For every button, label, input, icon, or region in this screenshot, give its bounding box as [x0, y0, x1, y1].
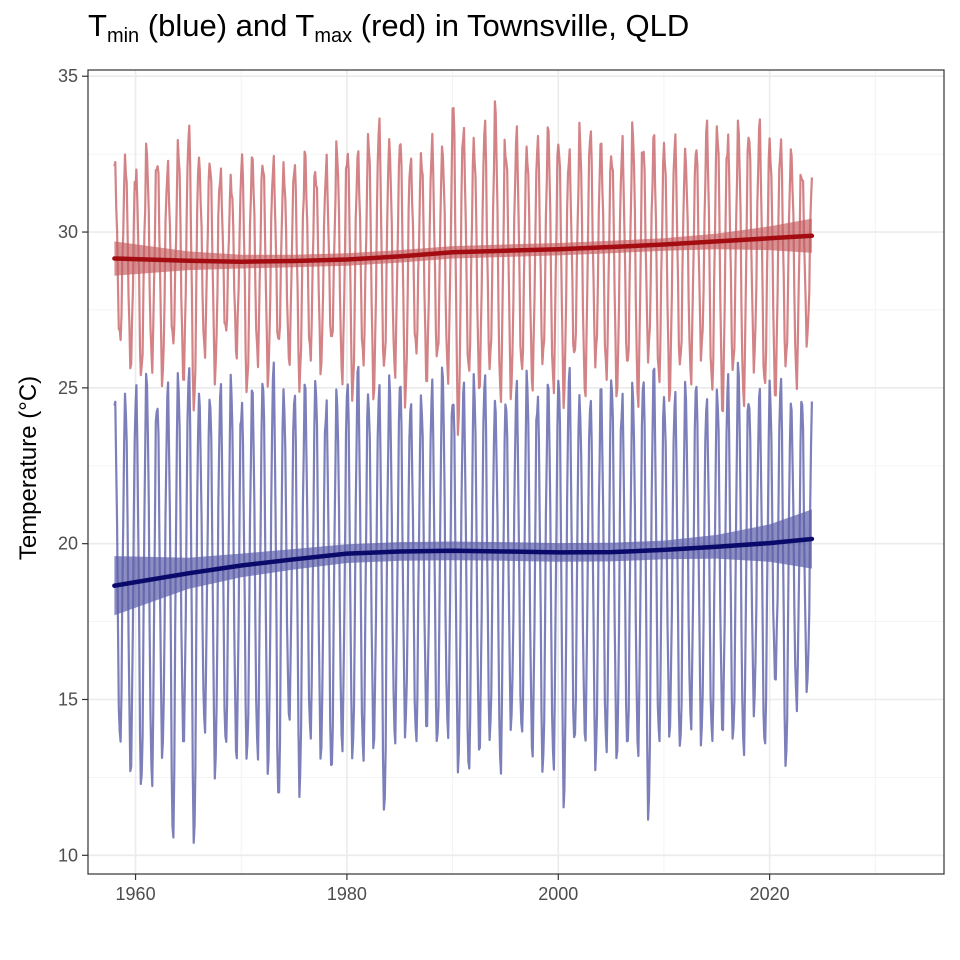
y-tick-label: 35	[58, 66, 78, 86]
tmin-monthly-line	[113, 361, 813, 844]
tmin-trend-line	[112, 536, 815, 588]
plot-panel-border	[87, 69, 945, 875]
y-axis-title: Temperature (°C)	[15, 376, 42, 560]
chart-title: Tmin (blue) and Tmax (red) in Townsville…	[88, 8, 690, 47]
trend-lines	[112, 233, 815, 588]
x-tick-label: 2000	[538, 884, 578, 904]
y-axis: 10 15 20 25 30 35	[58, 66, 88, 865]
y-tick-label: 20	[58, 534, 78, 554]
x-tick-label: 2020	[750, 884, 790, 904]
y-tick-label: 10	[58, 845, 78, 865]
tmax-trend-line	[112, 233, 815, 264]
x-axis: 1960 1980 2000 2020	[116, 874, 790, 904]
y-tick-label: 15	[58, 689, 78, 709]
tmax-monthly-line	[113, 100, 813, 436]
y-tick-label: 25	[58, 378, 78, 398]
x-tick-label: 1960	[116, 884, 156, 904]
monthly-series	[113, 100, 813, 844]
x-tick-label: 1980	[327, 884, 367, 904]
y-tick-label: 30	[58, 222, 78, 242]
